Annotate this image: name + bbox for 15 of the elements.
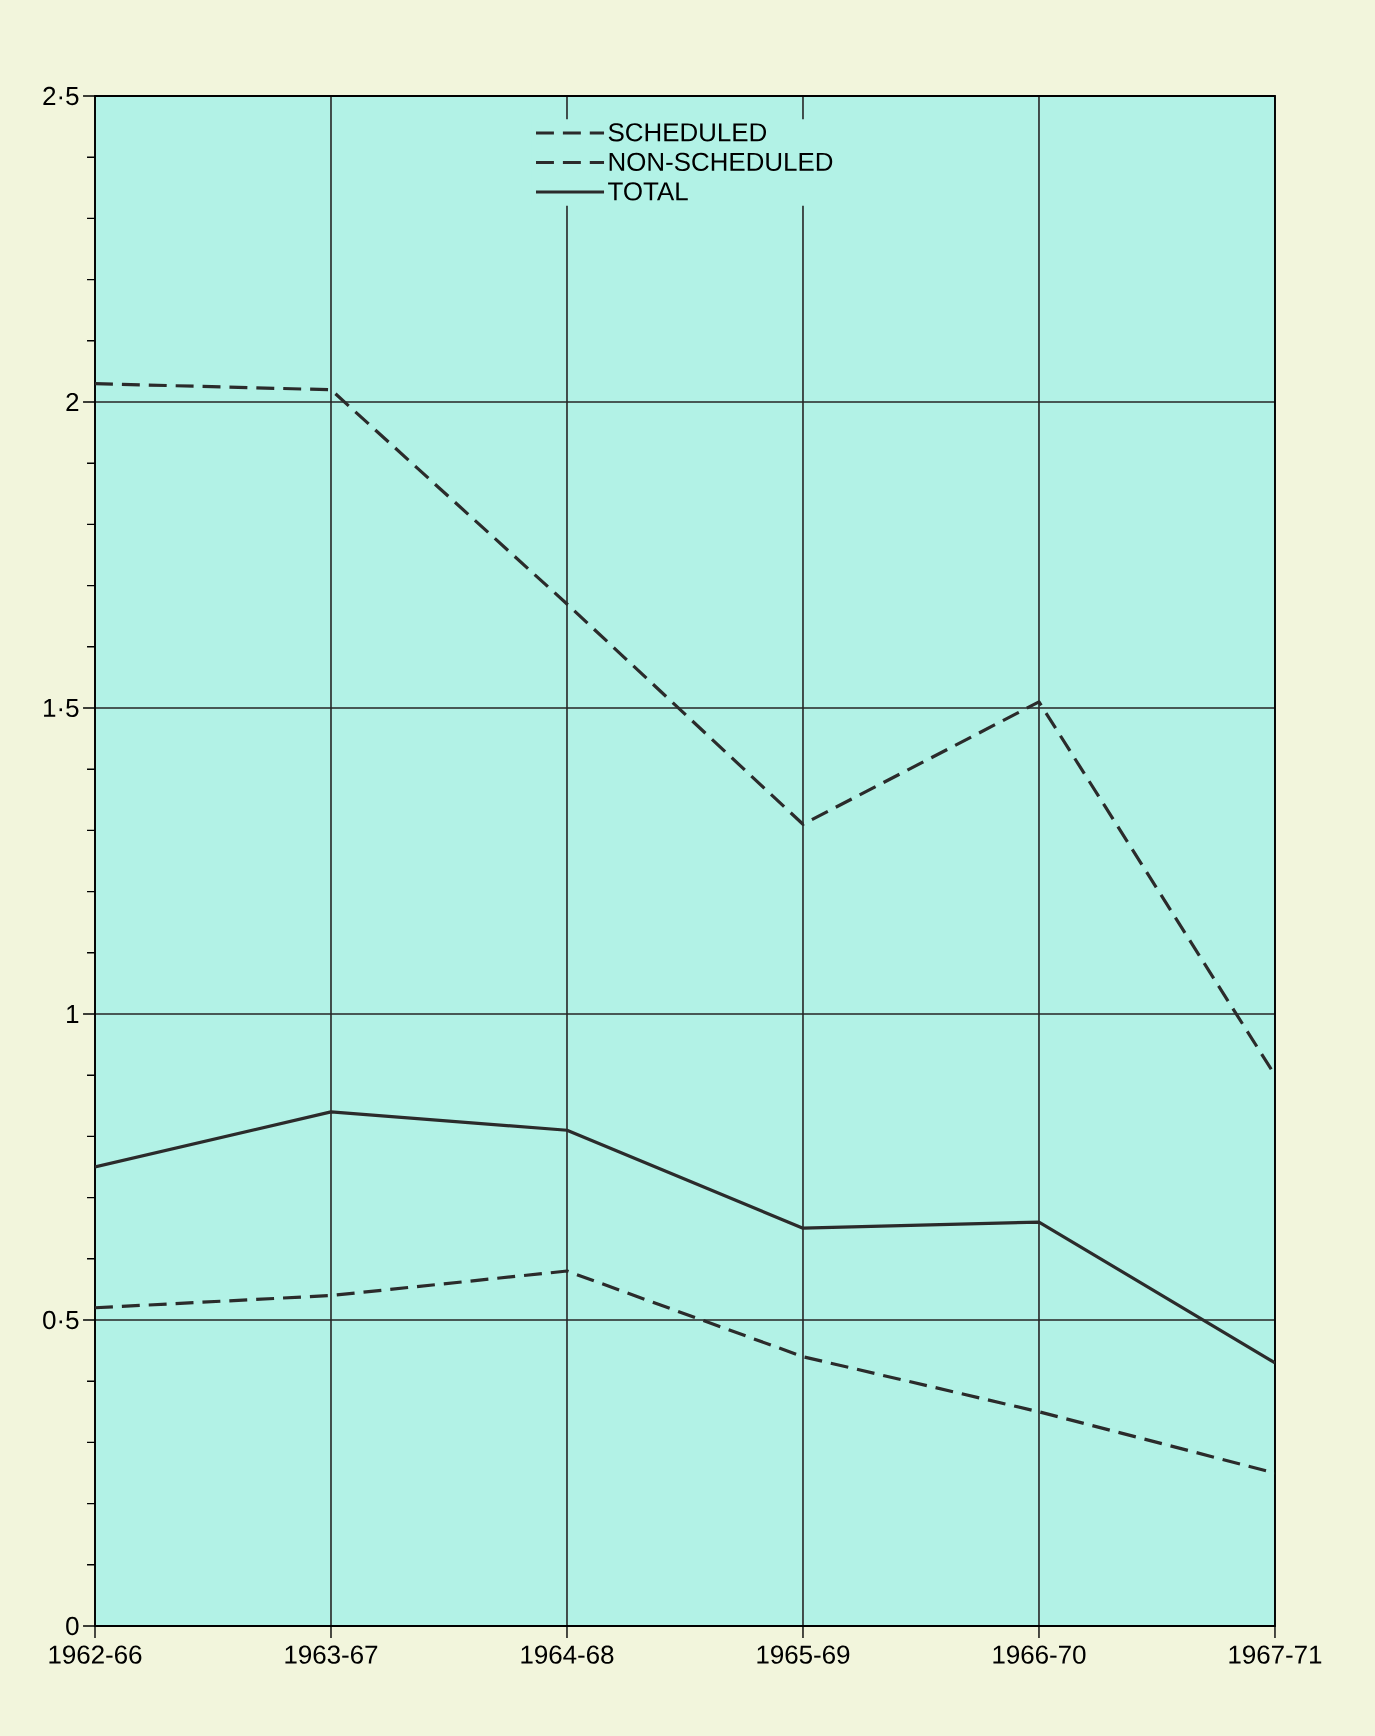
x-tick-label: 1965-69 bbox=[757, 1645, 850, 1664]
legend-label: TOTAL bbox=[608, 182, 688, 201]
y-tick-label: 0 bbox=[66, 1616, 79, 1636]
x-tick-label: 1963-67 bbox=[285, 1645, 378, 1664]
y-tick-label: 0·5 bbox=[43, 1310, 79, 1330]
y-tick-label: 1·5 bbox=[44, 698, 79, 718]
legend-label: SCHEDULED bbox=[608, 123, 767, 142]
legend-label: NON-SCHEDULED bbox=[609, 152, 833, 172]
y-tick-label: 1 bbox=[67, 1005, 79, 1023]
x-tick-label: 1962-66 bbox=[49, 1645, 142, 1664]
x-tick-label: 1964-68 bbox=[521, 1645, 614, 1664]
y-tick-label: 2 bbox=[66, 392, 79, 412]
x-tick-label: 1966-70 bbox=[993, 1645, 1086, 1664]
x-tick-label: 1967-71 bbox=[1229, 1645, 1322, 1664]
y-tick-label: 2·5 bbox=[43, 86, 79, 106]
